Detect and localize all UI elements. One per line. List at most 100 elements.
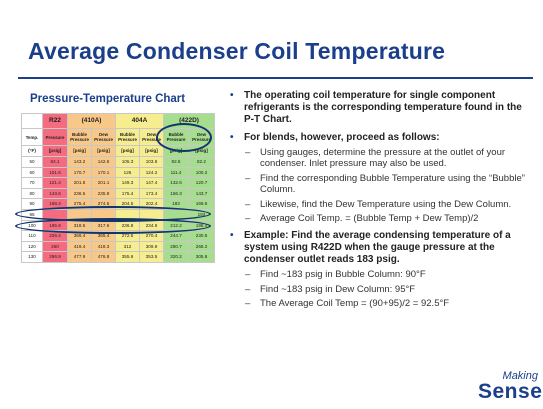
pressure-cell: 105.3 <box>115 156 140 168</box>
pressure-cell: 124.2 <box>138 166 165 179</box>
pressure-cell: 305.8 <box>188 251 216 263</box>
dash-marker: – <box>245 172 251 184</box>
header-col: Bubble Pressure <box>67 128 92 146</box>
sub-bullet-item: – Find the corresponding Bubble Temperatu… <box>230 173 530 196</box>
bullet-marker: • <box>230 229 234 241</box>
pressure-cell: 143.2 <box>67 156 92 168</box>
header-404a: 404A <box>114 113 165 129</box>
chart-title: Pressure-Temperature Chart <box>30 93 186 105</box>
pressure-cell: 120.7 <box>188 177 216 189</box>
table-row: 120 260 419.4 418.3 312 309.9 280.7 266.2 <box>21 240 216 253</box>
pressure-cell: 121.4 <box>42 177 68 189</box>
pressure-cell: 418.3 <box>91 240 116 253</box>
ring-bubble-dew-header <box>156 123 212 152</box>
sub-bullet-item: – Likewise, find the Dew Temperature usin… <box>230 199 530 211</box>
table-row: 80 143.6 236.5 235.8 175.4 173.4 156.3 143.7 <box>21 187 216 200</box>
pressure-cell: 173.4 <box>138 187 165 200</box>
header-422d: (422D) <box>163 113 216 129</box>
header-col: Dew Pressure <box>91 128 116 146</box>
table-header-refrigerants: R22 (410A) 404A (422D) <box>21 113 216 129</box>
table-row: 60 101.6 170.7 170.1 126 124.2 111.4 100.2 <box>21 166 216 179</box>
header-col: Temp. <box>21 128 43 146</box>
sub-bullet-item: – Find ~183 psig in Dew Column: 95°F <box>230 284 530 296</box>
dash-marker: – <box>245 198 251 210</box>
ring-95-row <box>15 218 211 234</box>
sub-bullet-item: – Using gauges, determine the pressure at… <box>230 147 530 170</box>
table-row: 70 121.4 201.8 201.1 149.3 147.4 132.6 120.7 <box>21 177 216 189</box>
sub-bullet-item: – Average Coil Temp. = (Bubble Temp + Dew… <box>230 213 530 225</box>
bullet-text: Example: Find the average condensing tem… <box>244 229 511 266</box>
bullet-text: Find ~183 psig in Bubble Column: 90°F <box>260 269 426 281</box>
pressure-cell: 84.1 <box>42 156 68 168</box>
pressure-cell: 355.6 <box>115 251 140 263</box>
bullet-marker: • <box>230 90 234 101</box>
bullet-text: The operating coil temperature for singl… <box>244 90 522 126</box>
pressure-cell: 111.4 <box>163 166 190 179</box>
header-r22: R22 <box>42 113 68 129</box>
pressure-cell: 100.2 <box>188 166 216 179</box>
dash-marker: – <box>245 298 251 310</box>
pressure-cell: 126 <box>115 166 140 179</box>
pressure-cell: 353.5 <box>138 251 165 263</box>
pressure-cell: 82.2 <box>188 156 216 168</box>
bullet-text: Using gauges, determine the pressure at … <box>260 146 506 170</box>
pressure-cell: 143.7 <box>188 187 216 200</box>
bullet-text: Find ~183 psig in Dew Column: 95°F <box>260 283 416 295</box>
pressure-cell: 236.5 <box>67 187 92 200</box>
logo-line1: Making <box>502 370 538 382</box>
dash-marker: – <box>245 146 251 158</box>
pressure-cell: 143.6 <box>42 187 68 200</box>
pressure-cell: 312 <box>115 240 140 253</box>
pressure-cell: 476.8 <box>91 251 116 263</box>
dash-marker: – <box>245 283 251 295</box>
bullet-item: • For blends, however, proceed as follows… <box>230 132 530 144</box>
pressure-cell: 101.6 <box>42 166 68 179</box>
bullet-item: • The operating coil temperature for sing… <box>230 90 530 127</box>
pressure-cell: 156.3 <box>163 187 190 200</box>
temp-cell: 50 <box>21 156 43 168</box>
pressure-cell: 170.1 <box>91 166 116 179</box>
sub-bullet-item: – The Average Coil Temp = (90+95)/2 = 92.… <box>230 298 530 310</box>
table-row: 50 84.1 143.2 142.6 105.3 103.6 92.6 82.2 <box>21 156 216 168</box>
pressure-cell: 132.6 <box>163 177 190 189</box>
table-row: 130 296.9 477.9 476.8 355.6 353.5 320.2 305.8 <box>21 251 216 263</box>
sub-bullet-item: – Find ~183 psig in Bubble Column: 90°F <box>230 269 530 281</box>
pressure-cell: 266.2 <box>188 240 216 253</box>
temp-cell: 110 <box>21 230 43 242</box>
bullet-text: The Average Coil Temp = (90+95)/2 = 92.5… <box>260 298 450 310</box>
pressure-cell: 235.8 <box>91 187 116 200</box>
dash-marker: – <box>245 213 251 225</box>
pressure-cell: 419.4 <box>67 240 92 253</box>
title-divider <box>18 77 533 79</box>
pressure-cell: 103.6 <box>138 156 165 168</box>
temp-cell: 120 <box>21 240 43 253</box>
temp-cell: 60 <box>21 166 43 179</box>
temp-cell: 80 <box>21 187 43 200</box>
temp-cell: 130 <box>21 251 43 263</box>
bullet-item: • Example: Find the average condensing te… <box>230 230 530 267</box>
bullet-text: For blends, however, proceed as follows: <box>244 131 440 143</box>
pressure-cell: 149.3 <box>115 177 140 189</box>
pressure-cell: 201.1 <box>91 177 116 189</box>
pressure-cell: 147.4 <box>138 177 165 189</box>
table-row: 90 168.4 275.4 274.5 204.5 202.4 183 169.5 <box>21 198 216 210</box>
temp-cell: 70 <box>21 177 43 189</box>
slide-title: Average Condenser Coil Temperature <box>28 38 446 64</box>
bullet-list: • The operating coil temperature for sing… <box>230 90 530 313</box>
pressure-cell: 280.7 <box>163 240 190 253</box>
pressure-cell: 142.6 <box>91 156 116 168</box>
pressure-cell: 309.9 <box>138 240 165 253</box>
pressure-cell: 477.9 <box>67 251 92 263</box>
pressure-cell: 260 <box>42 240 68 253</box>
header-col: Bubble Pressure <box>115 128 140 146</box>
header-col: Pressure <box>42 128 68 146</box>
dash-marker: – <box>245 269 251 281</box>
bullet-text: Find the corresponding Bubble Temperatur… <box>260 172 525 196</box>
pressure-cell: 201.8 <box>67 177 92 189</box>
pressure-cell: 296.9 <box>42 251 68 263</box>
pressure-cell: 92.6 <box>163 156 190 168</box>
header-410a: (410A) <box>67 113 116 129</box>
logo-line2: Sense <box>478 380 543 403</box>
bullet-text: Average Coil Temp. = (Bubble Temp + Dew … <box>260 213 479 225</box>
